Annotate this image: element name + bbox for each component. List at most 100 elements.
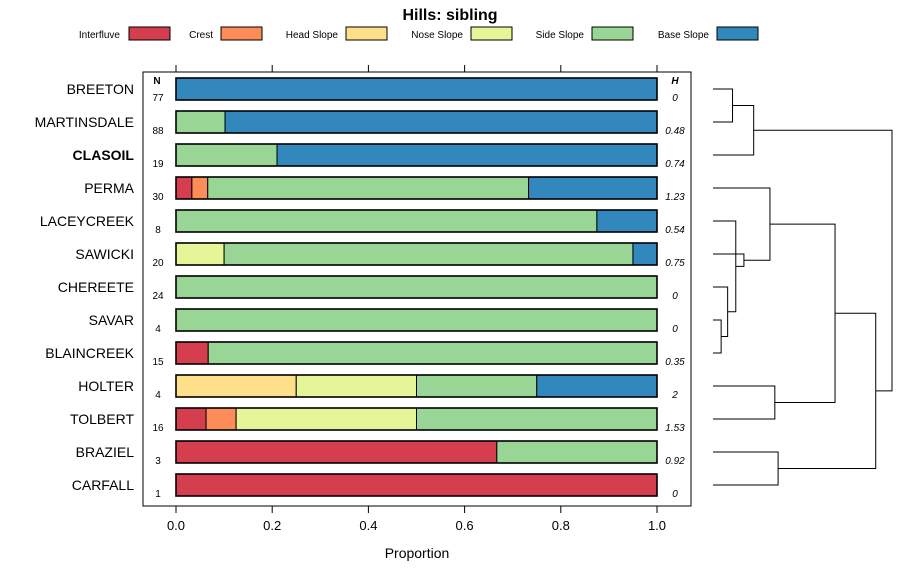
- bar-segment-8-0: [175, 341, 209, 365]
- dendrogram-link-7: [713, 385, 776, 420]
- n-value-12: 1: [155, 489, 161, 500]
- x-tick-label-0: 0.0: [167, 518, 185, 533]
- n-value-3: 30: [152, 192, 164, 203]
- n-value-1: 88: [152, 126, 164, 137]
- n-column-header: N: [153, 76, 160, 87]
- n-value-5: 20: [152, 258, 164, 269]
- bar-segment-3-4: [207, 176, 530, 200]
- h-value-7: 0: [672, 324, 678, 335]
- bar-segment-5-4: [223, 242, 634, 266]
- h-value-4: 0.54: [665, 225, 685, 236]
- bar-outline-6: [175, 275, 658, 299]
- soil-label-2: CLASOIL: [73, 147, 135, 163]
- x-tick-label-2: 0.4: [359, 518, 377, 533]
- legend: Interfluve Crest Head Slope Nose Slope Side …: [79, 26, 759, 41]
- soil-label-6: CHEREETE: [58, 279, 134, 295]
- bar-outline-4: [175, 209, 658, 233]
- legend-label-0: Interfluve: [79, 30, 121, 41]
- bottom-axis: 0.0 0.2 0.4 0.6 0.8 1.0: [167, 506, 666, 533]
- bar-outline-0: [175, 77, 658, 101]
- dendrogram-link-6: [713, 187, 771, 261]
- h-value-0: 0: [672, 93, 678, 104]
- dendrogram: [713, 88, 893, 486]
- bar-segment-11-4: [496, 440, 658, 464]
- soil-label-7: SAVAR: [89, 312, 134, 328]
- legend-swatch-3: [470, 26, 513, 41]
- dendrogram-link-1: [713, 105, 755, 156]
- bar-outline-2: [175, 143, 658, 167]
- soil-label-5: SAWICKI: [75, 246, 134, 262]
- dendrogram-link-8: [769, 223, 836, 403]
- bar-outline-7: [175, 308, 658, 332]
- legend-label-3: Nose Slope: [411, 30, 463, 41]
- soil-label-10: TOLBERT: [70, 411, 135, 427]
- bar-segment-2-4: [175, 143, 278, 167]
- h-value-1: 0.48: [665, 126, 685, 137]
- bar-segment-3-5: [528, 176, 658, 200]
- bar-segment-10-1: [205, 407, 237, 431]
- h-value-5: 0.75: [665, 258, 685, 269]
- bar-segment-4-4: [175, 209, 598, 233]
- bar-segment-8-4: [207, 341, 658, 365]
- bar-segment-5-5: [632, 242, 658, 266]
- dendrogram-link-4: [713, 220, 737, 313]
- bar-segment-2-5: [276, 143, 658, 167]
- bar-outline-9: [175, 374, 658, 398]
- bar-outline-10: [175, 407, 658, 431]
- n-value-7: 4: [155, 324, 161, 335]
- bar-rows: BREETON 77 0 MARTINSDALE 88 0.48 CLASOIL 19 0.74…: [35, 77, 685, 500]
- bar-segment-10-3: [235, 407, 417, 431]
- h-value-9: 2: [671, 390, 678, 401]
- n-value-8: 15: [152, 357, 164, 368]
- soil-label-8: BLAINCREEK: [45, 345, 134, 361]
- bar-segment-6-4: [175, 275, 658, 299]
- x-axis-title: Proportion: [385, 545, 450, 561]
- legend-swatch-4: [591, 26, 634, 41]
- x-tick-label-4: 0.8: [552, 518, 570, 533]
- h-value-2: 0.74: [665, 159, 685, 170]
- legend-label-5: Base Slope: [658, 30, 710, 41]
- dendrogram-link-11: [753, 129, 893, 392]
- bar-segment-1-4: [175, 110, 226, 134]
- soil-label-1: MARTINSDALE: [35, 114, 134, 130]
- soil-label-12: CARFALL: [72, 477, 134, 493]
- n-value-11: 3: [155, 456, 161, 467]
- top-axis-ticks: [175, 65, 658, 72]
- bar-outline-3: [175, 176, 658, 200]
- legend-swatch-1: [220, 26, 263, 41]
- bar-outline-5: [175, 242, 658, 266]
- bar-segment-4-5: [596, 209, 658, 233]
- x-tick-label-3: 0.6: [456, 518, 474, 533]
- dendrogram-link-10: [778, 312, 877, 469]
- chart-title: Hills: sibling: [402, 7, 497, 24]
- soil-label-0: BREETON: [67, 81, 134, 97]
- bar-segment-10-4: [416, 407, 658, 431]
- legend-label-1: Crest: [189, 30, 213, 41]
- n-value-2: 19: [152, 159, 164, 170]
- bar-segment-3-0: [175, 176, 193, 200]
- bar-segment-9-2: [175, 374, 297, 398]
- bar-outline-12: [175, 473, 658, 497]
- h-column-header: H: [671, 76, 679, 87]
- dendrogram-link-2: [713, 319, 722, 354]
- dendrogram-link-3: [713, 286, 729, 337]
- n-value-4: 8: [155, 225, 161, 236]
- legend-label-4: Side Slope: [536, 30, 585, 41]
- x-tick-label-1: 0.2: [263, 518, 281, 533]
- soil-label-4: LACEYCREEK: [40, 213, 135, 229]
- dendrogram-link-5: [713, 253, 745, 267]
- legend-swatch-0: [128, 26, 171, 41]
- bar-segment-9-4: [416, 374, 538, 398]
- h-value-3: 1.23: [665, 192, 685, 203]
- bar-segment-9-3: [295, 374, 417, 398]
- plot-panel: [142, 71, 692, 507]
- dendrogram-link-0: [713, 88, 734, 123]
- bar-outline-11: [175, 440, 658, 464]
- n-value-6: 24: [152, 291, 164, 302]
- soil-label-3: PERMA: [84, 180, 134, 196]
- n-value-10: 16: [152, 423, 164, 434]
- bar-segment-0-5: [175, 77, 658, 101]
- h-value-10: 1.53: [665, 423, 685, 434]
- bar-segment-7-4: [175, 308, 658, 332]
